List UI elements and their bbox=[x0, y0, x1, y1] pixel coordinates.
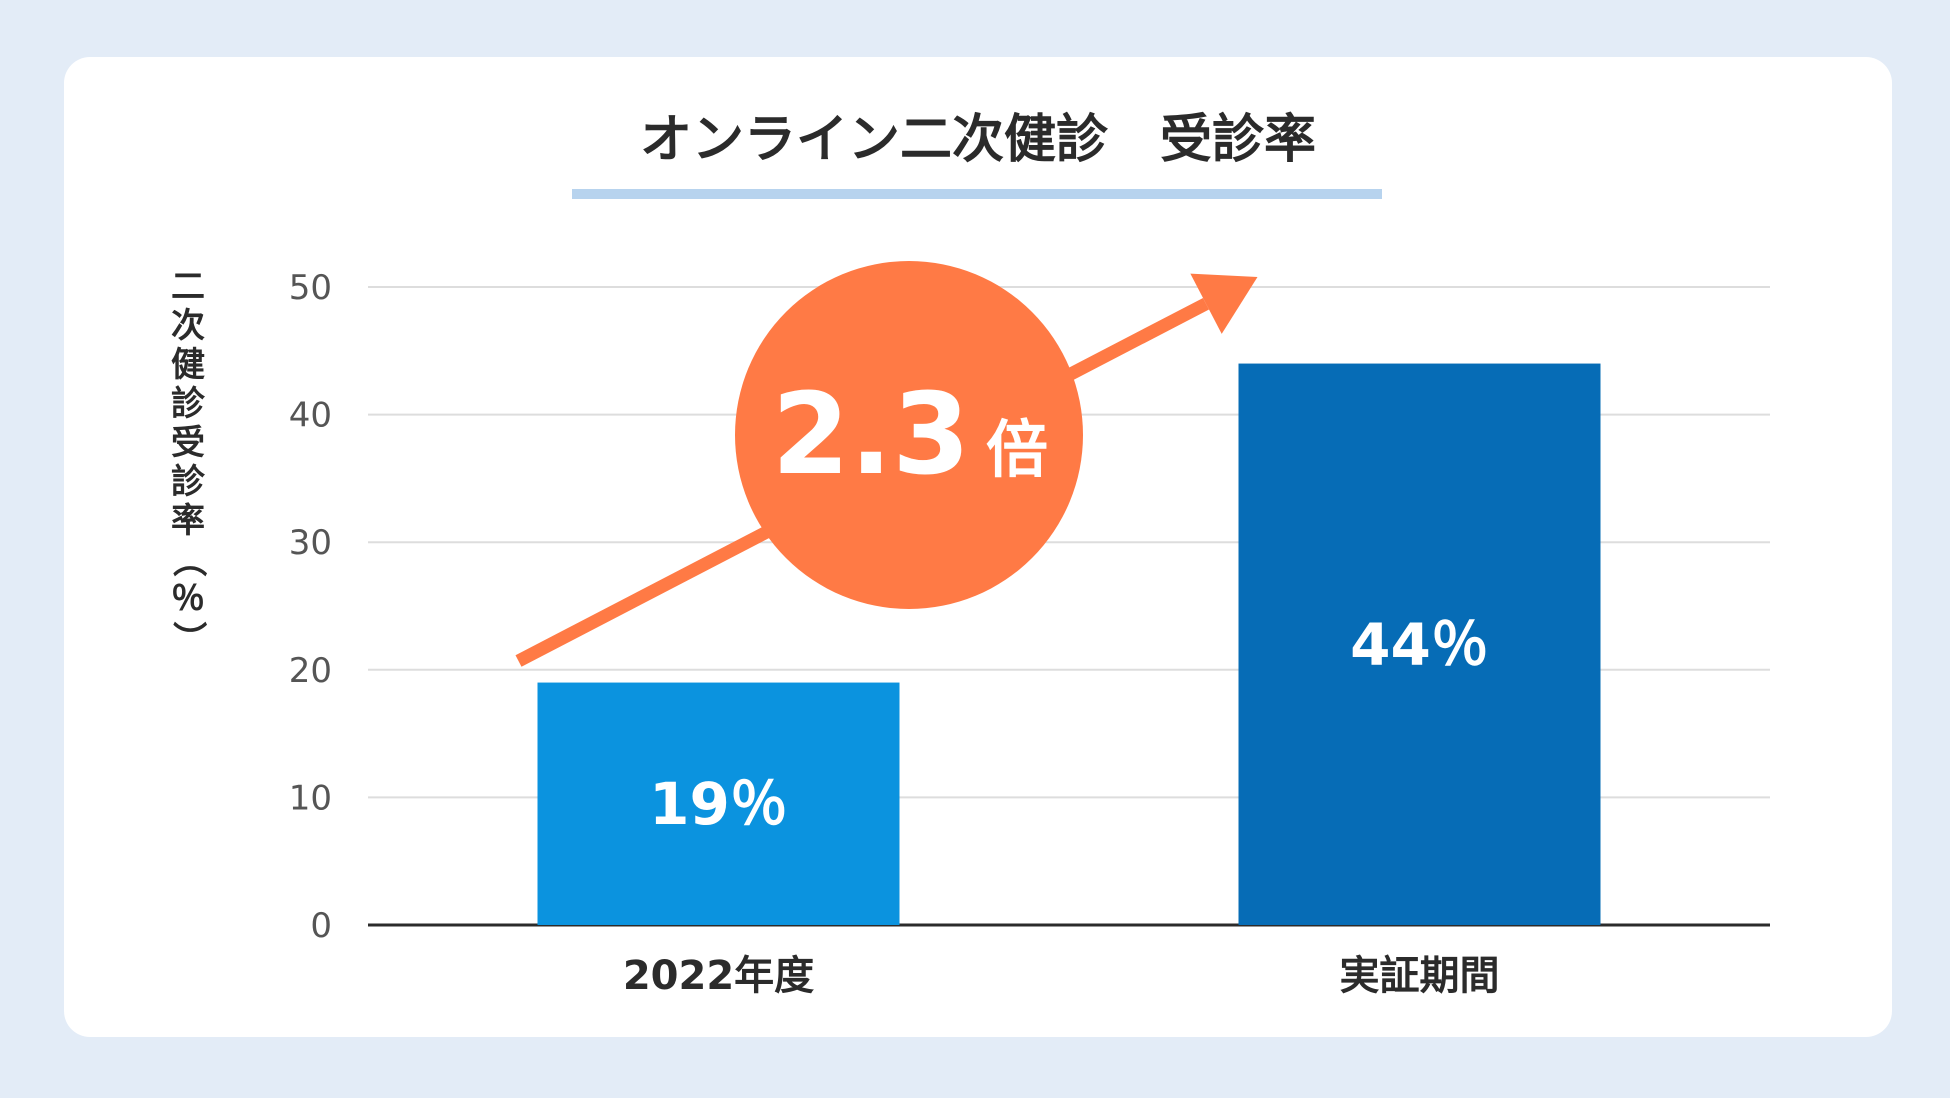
x-tick-label: 2022年度 bbox=[623, 953, 814, 999]
y-tick-label: 20 bbox=[289, 651, 332, 691]
y-axis-label-char: ％ bbox=[171, 579, 205, 619]
y-axis-label-char: 診 bbox=[171, 384, 206, 424]
y-axis-label-char: ） bbox=[168, 621, 208, 655]
bar bbox=[537, 682, 900, 925]
y-axis-label-char: 次 bbox=[171, 306, 205, 346]
growth-arrow-head bbox=[1190, 273, 1258, 334]
data-label: 44％ bbox=[1350, 610, 1489, 678]
chart-title: オンライン二次健診 受診率 bbox=[640, 110, 1316, 170]
x-tick-label: 実証期間 bbox=[1340, 953, 1500, 999]
bar bbox=[1238, 363, 1601, 925]
multiplier-unit: 倍 bbox=[986, 413, 1048, 486]
y-axis-label-char: 二 bbox=[171, 267, 205, 307]
y-axis-ticks: 0 10 20 30 40 50 bbox=[289, 268, 332, 946]
y-tick-label: 50 bbox=[289, 268, 332, 308]
y-tick-label: 10 bbox=[289, 778, 332, 818]
y-axis-label-char: 健 bbox=[171, 345, 205, 385]
y-axis-label-char: 受 bbox=[171, 423, 205, 463]
multiplier-badge bbox=[735, 261, 1083, 609]
y-tick-label: 0 bbox=[310, 906, 332, 946]
y-axis-label-char: （ bbox=[168, 543, 208, 577]
y-axis-label-char: 率 bbox=[171, 501, 205, 541]
y-tick-label: 40 bbox=[289, 396, 332, 436]
category-labels: 2022年度 実証期間 bbox=[623, 953, 1500, 999]
multiplier-value: 2.3 bbox=[772, 370, 970, 500]
y-tick-label: 30 bbox=[289, 523, 332, 563]
bars: 19％ 44％ bbox=[537, 363, 1601, 925]
title-underline bbox=[572, 189, 1382, 199]
y-axis-label-char: 診 bbox=[171, 462, 206, 502]
data-label: 19％ bbox=[649, 770, 788, 838]
growth-annotation: 2.3 倍 bbox=[515, 261, 1258, 667]
chart-card: オンライン二次健診 受診率 二次健診受診率（％） 0 10 20 30 40 50 19％… bbox=[64, 57, 1892, 1037]
